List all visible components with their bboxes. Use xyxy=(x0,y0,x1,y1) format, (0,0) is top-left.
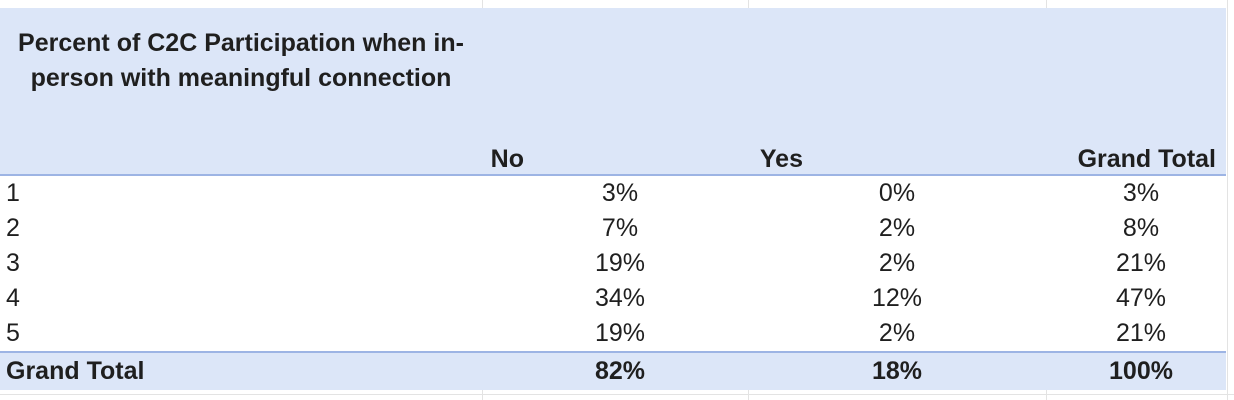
cell-no[interactable]: 3% xyxy=(601,179,639,207)
table-row[interactable]: 1 3% 0% 3% xyxy=(0,176,1226,211)
column-header-grand-total[interactable]: Grand Total xyxy=(1077,145,1216,173)
grand-total-label[interactable]: Grand Total xyxy=(6,357,145,385)
cell-grand-total[interactable]: 8% xyxy=(1122,214,1160,242)
table-row[interactable]: 4 34% 12% 47% xyxy=(0,281,1226,316)
cell-yes[interactable]: 12% xyxy=(871,284,923,312)
grand-total-no[interactable]: 82% xyxy=(594,357,646,385)
grand-total-yes[interactable]: 18% xyxy=(871,357,923,385)
cell-no[interactable]: 19% xyxy=(594,319,646,347)
header-divider xyxy=(0,174,1226,176)
cell-grand-total[interactable]: 3% xyxy=(1122,179,1160,207)
cell-no[interactable]: 19% xyxy=(594,249,646,277)
row-label[interactable]: 1 xyxy=(6,179,20,207)
pivot-table: Percent of C2C Participation when in-per… xyxy=(0,8,1226,390)
cell-grand-total[interactable]: 21% xyxy=(1115,249,1167,277)
cell-yes[interactable]: 2% xyxy=(878,214,916,242)
grand-total-row[interactable]: Grand Total 82% 18% 100% xyxy=(0,351,1226,390)
cell-grand-total[interactable]: 21% xyxy=(1115,319,1167,347)
pivot-title[interactable]: Percent of C2C Participation when in-per… xyxy=(18,29,464,92)
cell-no[interactable]: 34% xyxy=(594,284,646,312)
gridline xyxy=(0,394,1234,395)
column-header-yes[interactable]: Yes xyxy=(759,145,803,173)
table-row[interactable]: 2 7% 2% 8% xyxy=(0,211,1226,246)
row-label[interactable]: 2 xyxy=(6,214,20,242)
cell-yes[interactable]: 0% xyxy=(878,179,916,207)
row-label[interactable]: 5 xyxy=(6,319,20,347)
grand-total-value[interactable]: 100% xyxy=(1109,357,1173,385)
pivot-header[interactable]: Percent of C2C Participation when in-per… xyxy=(0,8,1226,176)
cell-yes[interactable]: 2% xyxy=(878,249,916,277)
gridline xyxy=(1227,0,1228,400)
cell-yes[interactable]: 2% xyxy=(878,319,916,347)
cell-grand-total[interactable]: 47% xyxy=(1115,284,1167,312)
cell-no[interactable]: 7% xyxy=(601,214,639,242)
table-row[interactable]: 5 19% 2% 21% xyxy=(0,316,1226,351)
row-label[interactable]: 3 xyxy=(6,249,20,277)
table-row[interactable]: 3 19% 2% 21% xyxy=(0,246,1226,281)
row-label[interactable]: 4 xyxy=(6,284,20,312)
column-header-no[interactable]: No xyxy=(490,145,524,173)
